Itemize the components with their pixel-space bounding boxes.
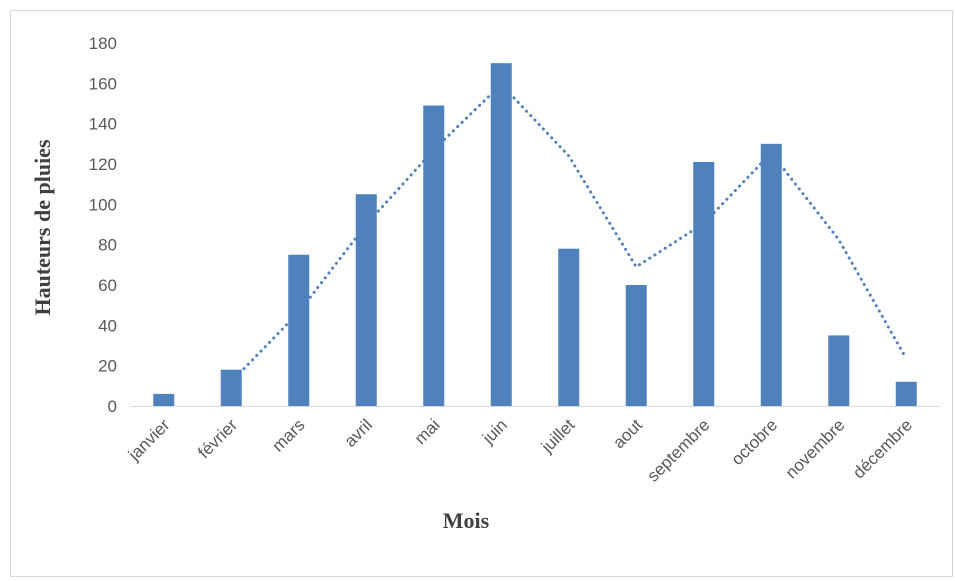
bar — [625, 285, 647, 406]
bar — [828, 335, 850, 406]
y-axis-title: Hauteurs de pluies — [30, 139, 55, 315]
bar — [558, 248, 580, 406]
y-tick-label: 100 — [89, 195, 117, 214]
bar — [220, 369, 242, 406]
trendline — [229, 82, 908, 384]
bar — [760, 143, 782, 407]
bar — [423, 105, 445, 407]
chart-frame — [10, 10, 953, 577]
bars — [153, 63, 917, 407]
y-tick-label: 40 — [98, 316, 117, 335]
x-tick-label: avril — [341, 415, 376, 450]
x-tick-label: octobre — [728, 415, 782, 469]
x-tick-label: mai — [411, 415, 444, 448]
y-tick-label: 160 — [89, 74, 117, 93]
y-tick-label: 120 — [89, 155, 117, 174]
bar — [288, 254, 310, 406]
trendline-path — [229, 82, 908, 384]
x-tick-label: février — [194, 415, 241, 462]
x-axis-ticks: janvier février mars avril mai juin juillet aou… — [124, 415, 916, 485]
y-tick-label: 80 — [98, 236, 117, 255]
y-axis-ticks: 0 20 40 60 80 100 120 140 160 180 — [89, 34, 117, 416]
x-tick-label: janvier — [124, 415, 174, 465]
x-tick-label: juillet — [537, 415, 579, 457]
y-tick-label: 180 — [89, 34, 117, 53]
y-tick-label: 140 — [89, 115, 117, 134]
x-tick-label: décembre — [849, 415, 916, 482]
y-tick-label: 20 — [98, 357, 117, 376]
x-tick-label: juin — [478, 415, 511, 448]
bar — [153, 393, 175, 406]
y-tick-label: 0 — [108, 397, 117, 416]
x-tick-label: septembre — [643, 415, 713, 485]
y-tick-label: 60 — [98, 276, 117, 295]
x-axis-title: Mois — [443, 508, 490, 533]
bar — [693, 161, 715, 406]
bar — [355, 194, 377, 406]
x-tick-label: aout — [609, 415, 646, 452]
bar — [895, 381, 917, 406]
x-tick-label: mars — [268, 415, 308, 455]
x-tick-label: novembre — [782, 415, 849, 482]
bar — [490, 63, 512, 407]
